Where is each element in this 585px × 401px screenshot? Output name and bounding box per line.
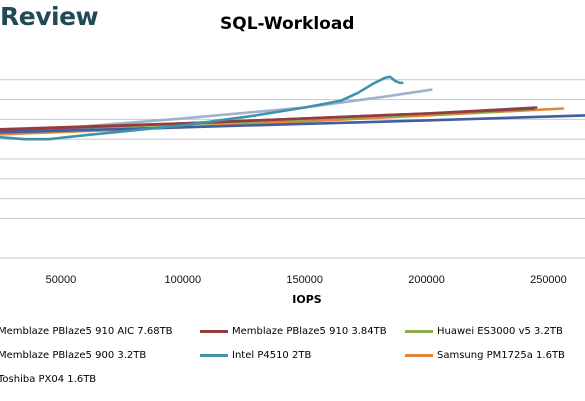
x-axis-label: IOPS xyxy=(292,293,322,306)
chart-legend: Memblaze PBlaze5 910 AIC 7.68TB Memblaze … xyxy=(0,322,585,400)
x-tick-label: 200000 xyxy=(408,274,445,286)
x-tick-label: 250000 xyxy=(530,274,567,286)
legend-item: Intel P4510 2TB xyxy=(200,350,311,361)
chart-title: SQL-Workload xyxy=(220,14,355,34)
legend-label: Memblaze PBlaze5 900 3.2TB xyxy=(0,350,147,361)
legend-item: Memblaze PBlaze5 910 3.84TB xyxy=(200,326,387,337)
legend-swatch xyxy=(200,330,228,333)
brand-logo-text: Review xyxy=(0,2,99,31)
series-line-2 xyxy=(0,107,536,131)
legend-label: Memblaze PBlaze5 910 3.84TB xyxy=(232,326,387,337)
legend-swatch xyxy=(200,354,228,357)
gridlines xyxy=(0,79,585,259)
legend-label: Intel P4510 2TB xyxy=(232,350,312,361)
legend-item: Samsung PM1725a 1.6TB xyxy=(405,350,565,361)
series-lines xyxy=(0,75,585,141)
legend-item: Toshiba PX04 1.6TB xyxy=(0,374,96,385)
legend-label: Toshiba PX04 1.6TB xyxy=(0,374,97,385)
legend-swatch xyxy=(405,330,433,333)
legend-label: Samsung PM1725a 1.6TB xyxy=(437,350,565,361)
legend-item: Huawei ES3000 v5 3.2TB xyxy=(405,326,563,337)
legend-label: Huawei ES3000 v5 3.2TB xyxy=(437,326,563,337)
x-axis-ticks: 50000 100000 150000 200000 250000 xyxy=(46,274,567,286)
legend-label: Memblaze PBlaze5 910 AIC 7.68TB xyxy=(0,326,173,337)
legend-item: Memblaze PBlaze5 910 AIC 7.68TB xyxy=(0,326,173,337)
x-tick-label: 50000 xyxy=(46,274,77,286)
legend-item: Memblaze PBlaze5 900 3.2TB xyxy=(0,350,146,361)
x-tick-label: 100000 xyxy=(164,274,201,286)
series-line-5 xyxy=(0,75,404,141)
series-line-1 xyxy=(0,114,585,134)
legend-swatch xyxy=(405,354,433,357)
x-tick-label: 150000 xyxy=(286,274,323,286)
